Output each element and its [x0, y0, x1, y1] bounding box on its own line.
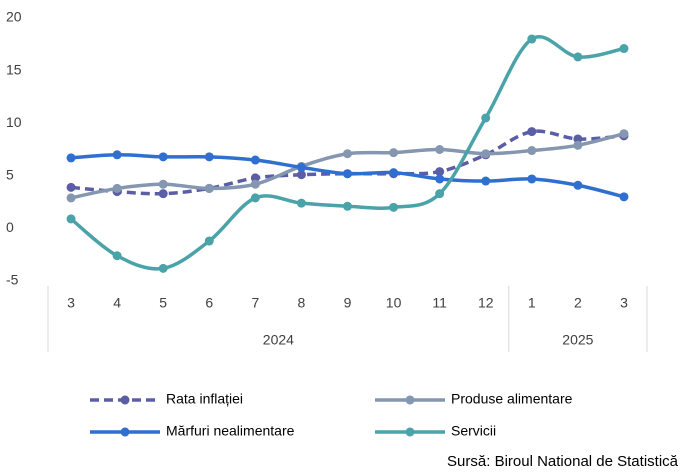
- series-line: [70, 132, 625, 200]
- x-tick-label: 5: [159, 295, 167, 311]
- point: [250, 155, 260, 165]
- source: Sursă: Biroul National de Statistică: [447, 453, 679, 470]
- point: [573, 134, 583, 144]
- point: [296, 162, 306, 172]
- x-tick-label: 8: [298, 295, 306, 311]
- point: [296, 170, 306, 180]
- x-tick-label: 10: [386, 295, 402, 311]
- point: [435, 145, 445, 154]
- point: [435, 174, 445, 184]
- point: [343, 149, 352, 159]
- point: [527, 146, 537, 156]
- point: [296, 198, 306, 208]
- point: [573, 140, 583, 150]
- point: [619, 192, 629, 202]
- point: [204, 152, 214, 162]
- x-tick-label: 11: [432, 295, 447, 311]
- point: [250, 193, 260, 203]
- point: [343, 169, 352, 179]
- legend-label: Rata inflației: [166, 391, 243, 407]
- point: [250, 179, 260, 189]
- point: [112, 183, 122, 193]
- point: [158, 263, 168, 273]
- point: [481, 149, 491, 159]
- x-tick-label: 6: [205, 295, 213, 311]
- point: [573, 180, 583, 190]
- point: [389, 148, 399, 158]
- x-tick-label: 2: [574, 295, 582, 311]
- point: [389, 202, 399, 212]
- point: [66, 214, 76, 224]
- point: [343, 201, 352, 211]
- point: [527, 127, 537, 137]
- group-label: 2024: [263, 332, 294, 348]
- point: [66, 153, 76, 163]
- x-tick-label: 3: [620, 295, 628, 311]
- point: [435, 189, 445, 199]
- y-tick-label: 0: [6, 219, 14, 235]
- point: [527, 34, 537, 44]
- group-label: 2025: [562, 332, 593, 348]
- x-tick-label: 7: [251, 295, 259, 311]
- point: [573, 52, 583, 62]
- point: [66, 182, 76, 192]
- point: [158, 189, 168, 199]
- x-tick-label: 3: [67, 295, 75, 311]
- point: [158, 179, 168, 189]
- point: [112, 150, 122, 160]
- point: [481, 113, 491, 123]
- point: [204, 236, 214, 246]
- y-tick-label: 15: [6, 61, 22, 77]
- point: [66, 193, 76, 203]
- legend-marker: [120, 395, 130, 405]
- legend-label: Produse alimentare: [451, 391, 573, 407]
- x-tick-label: 4: [113, 295, 121, 311]
- x-tick-label: 1: [528, 295, 536, 311]
- y-tick-label: 10: [6, 114, 22, 130]
- point: [250, 173, 260, 183]
- point: [619, 44, 629, 54]
- legend-marker: [120, 427, 130, 437]
- legend-marker: [405, 427, 415, 437]
- point: [435, 167, 445, 177]
- x-tick-label: 12: [478, 295, 494, 311]
- y-tick-label: 20: [6, 9, 22, 25]
- x-tick-label: 9: [344, 295, 352, 311]
- y-tick-label: 5: [6, 167, 14, 183]
- point: [389, 168, 399, 178]
- point: [481, 176, 491, 186]
- point: [204, 183, 214, 193]
- legend-label: Mărfuri nealimentare: [166, 423, 295, 439]
- point: [527, 174, 537, 184]
- point: [158, 152, 168, 162]
- legend-label: Servicii: [451, 423, 496, 439]
- y-tick-label: -5: [6, 272, 19, 288]
- point: [619, 129, 629, 139]
- point: [112, 251, 122, 261]
- legend-marker: [405, 395, 415, 405]
